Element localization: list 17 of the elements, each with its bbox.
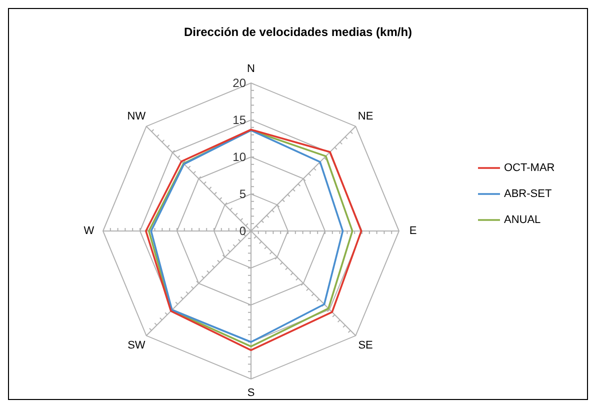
- y-tick-label: 0: [239, 224, 246, 238]
- spoke-label: E: [409, 225, 417, 237]
- spoke-label: S: [247, 387, 255, 399]
- y-tick-label: 15: [232, 113, 246, 127]
- y-tick-label: 10: [232, 150, 246, 164]
- legend-label: OCT-MAR: [504, 162, 555, 174]
- spoke-label: SW: [128, 340, 146, 352]
- y-tick-label: 20: [232, 76, 246, 90]
- spoke-label: NE: [358, 110, 374, 122]
- spoke-label: SE: [358, 340, 373, 352]
- spoke-label: NW: [127, 110, 146, 122]
- legend-label: ANUAL: [504, 214, 541, 226]
- y-tick-label: 5: [239, 187, 246, 201]
- chart-title: Dirección de velocidades medias (km/h): [184, 25, 412, 39]
- legend-label: ABR-SET: [504, 188, 552, 200]
- spoke-label: W: [84, 225, 95, 237]
- spoke-label: N: [247, 63, 256, 75]
